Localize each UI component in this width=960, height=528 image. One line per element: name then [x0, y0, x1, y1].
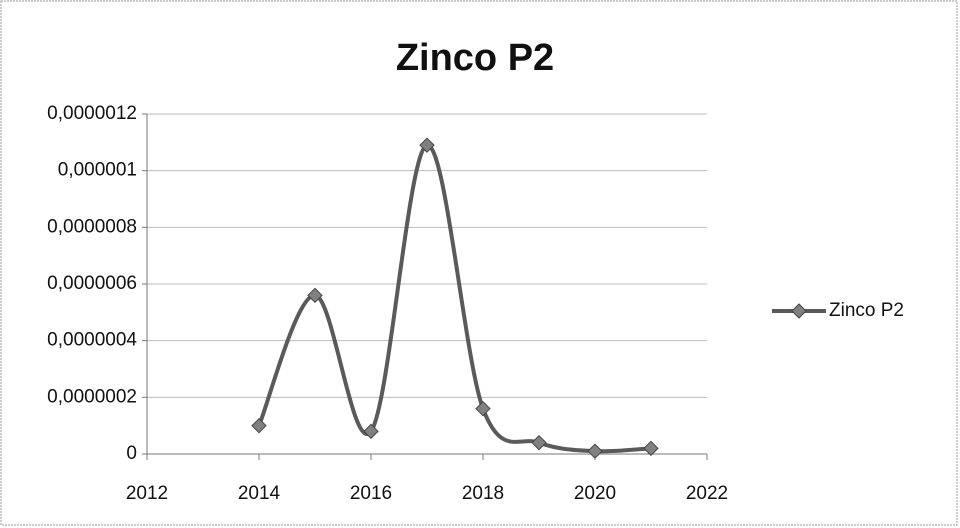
- y-tick-label: 0,0000004: [47, 330, 137, 351]
- legend-marker: [791, 303, 807, 319]
- y-tick-label: 0,000001: [58, 160, 137, 181]
- x-tick-label: 2016: [350, 483, 392, 504]
- marker: [363, 423, 379, 440]
- x-tick-label: 2012: [126, 483, 168, 504]
- y-tick-label: 0: [126, 443, 137, 464]
- y-tick-label: 0,0000012: [47, 103, 137, 124]
- x-tick-label: 2018: [462, 483, 504, 504]
- marker: [643, 440, 659, 457]
- x-tick-label: 2020: [574, 483, 616, 504]
- marker: [475, 400, 491, 417]
- marker: [251, 417, 267, 434]
- marker: [419, 137, 435, 153]
- y-tick-label: 0,0000006: [47, 273, 137, 294]
- marker: [531, 434, 547, 451]
- y-tick-label: 0,0000008: [47, 216, 137, 237]
- x-tick-label: 2022: [686, 483, 728, 504]
- y-tick-label: 0,0000002: [47, 386, 137, 407]
- marker: [587, 443, 603, 459]
- x-tick-label: 2014: [238, 483, 281, 504]
- marker: [307, 287, 323, 304]
- legend-label: Zinco P2: [829, 300, 904, 321]
- chart-title: Zinco P2: [396, 37, 554, 79]
